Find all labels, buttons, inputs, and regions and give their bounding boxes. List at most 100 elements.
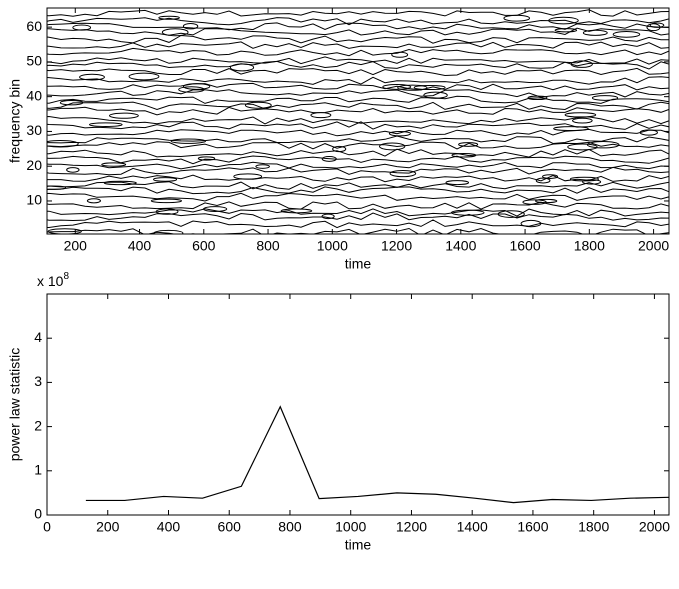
y-axis-label: power law statistic bbox=[7, 348, 23, 462]
x-axis-label: time bbox=[345, 537, 372, 553]
contour-line bbox=[47, 17, 669, 26]
contour-loop bbox=[497, 210, 525, 218]
x-tick-label: 400 bbox=[128, 238, 152, 254]
contour-line bbox=[47, 186, 669, 195]
x-tick-label: 400 bbox=[157, 519, 181, 535]
y-tick-label: 2 bbox=[34, 417, 42, 433]
x-tick-label: 1600 bbox=[509, 238, 540, 254]
offset-base: x 10 bbox=[37, 273, 64, 289]
contour-loop bbox=[582, 179, 602, 185]
contour-line bbox=[47, 121, 669, 130]
contour-loop bbox=[150, 198, 183, 204]
contour-loop bbox=[582, 29, 608, 36]
contour-loop bbox=[503, 14, 531, 22]
contour-loop bbox=[321, 155, 337, 162]
contour-line bbox=[47, 141, 669, 150]
contour-line bbox=[47, 60, 669, 70]
contour-line bbox=[47, 161, 669, 170]
contour-loop bbox=[66, 167, 80, 173]
plot-area bbox=[46, 293, 670, 516]
contour-loop bbox=[59, 99, 84, 106]
y-tick-label: 1 bbox=[34, 462, 42, 478]
contour-loop bbox=[458, 142, 479, 147]
contour-loop bbox=[639, 129, 658, 136]
x-tick-label: 1800 bbox=[574, 238, 605, 254]
contour-loop bbox=[72, 24, 92, 31]
x-tick-label: 600 bbox=[192, 238, 216, 254]
contour-line bbox=[47, 115, 669, 125]
contour-loop bbox=[564, 112, 597, 118]
contour-loop bbox=[569, 176, 599, 182]
x-tick-label: 0 bbox=[43, 519, 51, 535]
contour-loop bbox=[522, 199, 547, 205]
contour-loop bbox=[244, 101, 272, 109]
contour-line bbox=[47, 135, 669, 145]
y-tick-label: 0 bbox=[34, 506, 42, 522]
contour-loop bbox=[255, 164, 270, 169]
contour-line bbox=[47, 82, 669, 91]
contour-loop bbox=[548, 16, 579, 25]
contour-loop bbox=[47, 228, 82, 234]
contour-line bbox=[47, 155, 669, 165]
contour-loop bbox=[182, 22, 199, 30]
contour-loop bbox=[570, 60, 593, 68]
x-tick-label: 1000 bbox=[335, 519, 366, 535]
y-tick-label: 4 bbox=[34, 329, 42, 345]
contour-loop bbox=[649, 22, 665, 28]
contour-loop bbox=[158, 15, 180, 20]
contour-line bbox=[47, 128, 669, 137]
contour-loop bbox=[535, 177, 551, 184]
contour-line bbox=[47, 148, 669, 158]
y-tick-label: 10 bbox=[26, 192, 42, 208]
contour-loop bbox=[233, 173, 263, 180]
contour-loop bbox=[88, 122, 123, 127]
contour-loop bbox=[423, 91, 448, 99]
x-tick-label: 1400 bbox=[457, 519, 488, 535]
contour-line bbox=[47, 67, 669, 77]
y-tick-label: 50 bbox=[26, 53, 42, 69]
x-axis-label: time bbox=[345, 256, 372, 272]
contour-loop bbox=[202, 206, 228, 212]
contour-loop bbox=[103, 180, 137, 186]
contour-loop bbox=[554, 28, 578, 33]
contour-loop bbox=[586, 141, 620, 149]
contour-loop bbox=[450, 209, 485, 216]
contour-loop bbox=[520, 219, 542, 228]
contour-loop bbox=[178, 86, 205, 93]
y-tick-label: 30 bbox=[26, 122, 42, 138]
contour-line bbox=[47, 76, 669, 85]
contour-loop bbox=[451, 152, 477, 158]
x-tick-label: 1000 bbox=[317, 238, 348, 254]
x-tick-label: 800 bbox=[256, 238, 280, 254]
contour-line bbox=[47, 227, 669, 234]
contour-line bbox=[47, 101, 669, 111]
contour-loop bbox=[391, 51, 409, 58]
contour-lines bbox=[47, 9, 669, 234]
contour-loop bbox=[379, 142, 406, 151]
contour-loop bbox=[310, 112, 332, 119]
contour-line bbox=[47, 95, 669, 104]
contour-loop bbox=[389, 169, 417, 178]
contour-line bbox=[47, 27, 669, 36]
contour-loop bbox=[612, 31, 641, 38]
contour-loop bbox=[553, 126, 589, 132]
contour-line bbox=[47, 181, 669, 190]
contour-loop bbox=[47, 185, 67, 190]
y-tick-label: 60 bbox=[26, 18, 42, 34]
contour-line bbox=[47, 208, 669, 217]
contour-loop bbox=[229, 63, 255, 72]
contour-loop bbox=[47, 140, 79, 148]
x-tick-label: 1400 bbox=[445, 238, 476, 254]
contour-loop bbox=[108, 112, 139, 119]
contour-loop bbox=[535, 198, 558, 204]
contour-loop bbox=[153, 229, 184, 234]
x-tick-label: 800 bbox=[278, 519, 302, 535]
contour-loop bbox=[388, 130, 411, 137]
contour-line bbox=[47, 47, 669, 57]
contour-loop bbox=[542, 174, 559, 179]
contour-line bbox=[47, 201, 669, 210]
x-tick-label: 2000 bbox=[638, 238, 669, 254]
contour-loop bbox=[572, 117, 593, 124]
